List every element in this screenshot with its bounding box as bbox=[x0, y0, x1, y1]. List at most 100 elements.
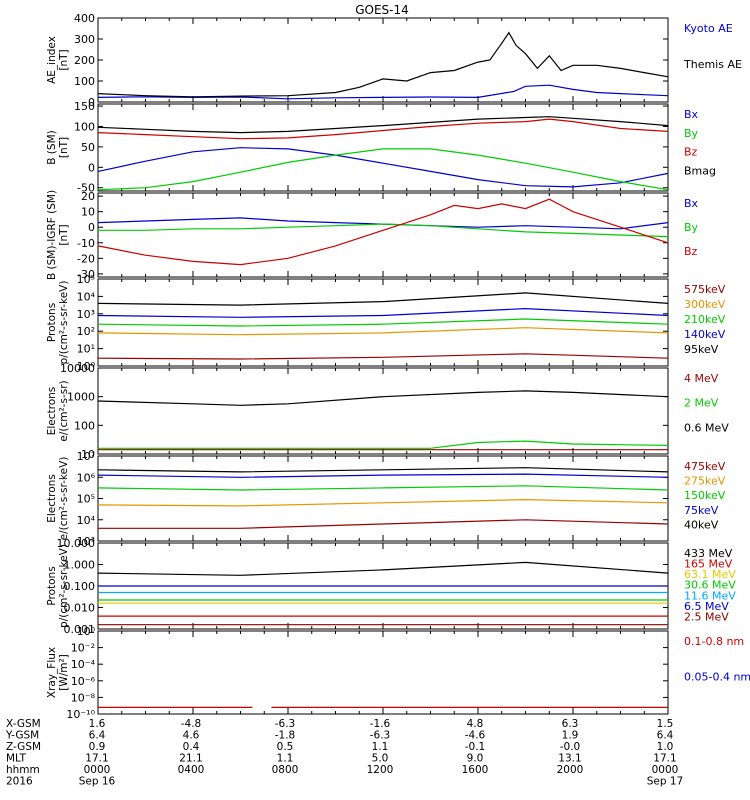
series-line-575kev bbox=[97, 353, 669, 360]
panel-bsm: -50 0 50 100 150 B (SM) [nT] Bx By Bz Bmag bbox=[46, 100, 716, 195]
x-axis-value: -4.8 bbox=[181, 718, 202, 730]
y-tick-label: 10² bbox=[77, 325, 95, 338]
y-tick-label: 0 bbox=[88, 161, 95, 174]
x-axis-value: -0.1 bbox=[465, 741, 486, 753]
series-line-95kev bbox=[97, 292, 669, 306]
x-axis-value: 4.6 bbox=[183, 730, 200, 742]
series-line-140kev bbox=[97, 307, 669, 318]
x-axis-value: 6.4 bbox=[89, 730, 106, 742]
legend-label: 63.1 MeV bbox=[684, 568, 736, 581]
series-line-by bbox=[98, 223, 669, 238]
x-axis-value: 0800 bbox=[272, 764, 299, 776]
x-axis-row-label: 2016 bbox=[6, 776, 33, 788]
x-axis-value: 0400 bbox=[178, 764, 205, 776]
y-tick-label: 10⁻⁴ bbox=[71, 658, 96, 671]
y-tick-label: 0.010 bbox=[64, 602, 96, 615]
series-line-by bbox=[97, 148, 669, 191]
y-axis-label: Protons bbox=[46, 303, 58, 342]
y-tick-label: 10⁰ bbox=[77, 360, 96, 373]
legend-label: 0.6 MeV bbox=[684, 421, 729, 434]
x-axis-value: 1.1 bbox=[372, 741, 389, 753]
x-axis-value: 2000 bbox=[557, 764, 584, 776]
y-tick-label: 10000 bbox=[60, 362, 95, 375]
x-axis-value: 13.1 bbox=[558, 753, 581, 765]
legend-label: By bbox=[684, 221, 699, 234]
y-axis-label: Protons bbox=[46, 566, 58, 605]
panel-xray: 10⁻¹⁰ 10⁻⁸ 10⁻⁶ 10⁻⁴ 10⁻² 10⁰ Xray_Flux [W/m²] 0… bbox=[46, 625, 750, 721]
legend-label: Bx bbox=[684, 108, 699, 121]
series-line-75kev bbox=[97, 473, 669, 478]
legend-label: 0.05-0.4 nm bbox=[684, 671, 750, 684]
x-axis-value: 17.1 bbox=[653, 753, 676, 765]
legend-label: Bmag bbox=[684, 164, 716, 177]
legend-label: 140keV bbox=[684, 328, 726, 341]
y-axis-label: p/(cm²-s-sr-keV) bbox=[58, 544, 70, 628]
x-axis-value: 1.6 bbox=[89, 718, 106, 730]
legend-label: 433 MeV bbox=[684, 547, 733, 560]
x-axis-row-label: Y-GSM bbox=[5, 730, 39, 742]
legend-label: 40keV bbox=[684, 518, 719, 531]
y-tick-label: 10⁻¹⁰ bbox=[66, 708, 95, 721]
legend-label: 300keV bbox=[684, 298, 726, 311]
series-line-275kev bbox=[97, 498, 669, 507]
y-tick-label: 1000 bbox=[67, 391, 95, 404]
y-tick-label: 300 bbox=[74, 33, 95, 46]
y-tick-label: 100 bbox=[74, 75, 95, 88]
panel-ae: 0 100 200 300 400 AE_index [nT] Kyoto AE Themis … bbox=[46, 12, 742, 109]
x-axis-value: Sep 16 bbox=[79, 776, 116, 788]
series-line-300kev bbox=[97, 327, 669, 336]
y-axis-label: Xray_Flux bbox=[46, 647, 58, 698]
x-axis-value: 0000 bbox=[652, 764, 679, 776]
series-line-bz bbox=[97, 198, 669, 266]
y-tick-label: 10⁰ bbox=[77, 625, 96, 638]
x-axis-value: 0000 bbox=[84, 764, 111, 776]
y-tick-label: 10⁴ bbox=[77, 514, 96, 527]
y-axis-label: [W/m²] bbox=[58, 654, 70, 691]
legend-label: 4 MeV bbox=[684, 372, 719, 385]
legend-label: Bz bbox=[684, 245, 698, 258]
y-tick-label: 10⁻⁸ bbox=[71, 691, 96, 704]
legend-label: Bx bbox=[684, 197, 699, 210]
legend-label: Themis AE bbox=[683, 58, 742, 71]
legend-label: 210keV bbox=[684, 313, 726, 326]
y-axis-label: e/(cm²-s-sr) bbox=[58, 380, 70, 441]
y-axis-label: e/(cm²-s-sr-keV) bbox=[58, 457, 70, 541]
legend-label: 165 MeV bbox=[684, 558, 733, 571]
y-tick-label: 10⁷ bbox=[77, 450, 95, 463]
x-axis-value: -4.6 bbox=[465, 730, 486, 742]
y-tick-label: 150 bbox=[74, 100, 95, 113]
series-line-kyoto-ae bbox=[97, 84, 669, 100]
y-tick-label: 10.000 bbox=[57, 537, 96, 550]
series-line-2-mev bbox=[98, 440, 669, 449]
legend-label: Kyoto AE bbox=[684, 22, 733, 35]
x-axis-value: Sep 17 bbox=[647, 776, 684, 788]
series-line-themis-ae bbox=[97, 31, 669, 98]
x-axis-value: 4.8 bbox=[467, 718, 484, 730]
y-axis-label: Electrons bbox=[46, 387, 58, 436]
x-axis-value: -6.3 bbox=[370, 730, 391, 742]
y-tick-label: 50 bbox=[81, 141, 95, 154]
x-axis-table: X-GSM 1.6 -4.8 -6.3 -1.6 4.8 6.3 1.5Y-GSM 6.4 4.6… bbox=[5, 718, 683, 788]
y-tick-label: 10⁵ bbox=[77, 273, 95, 286]
legend-label: 150keV bbox=[684, 489, 726, 502]
y-axis-label: [nT] bbox=[58, 224, 70, 245]
x-axis-value: 1200 bbox=[367, 764, 394, 776]
y-tick-label: 10³ bbox=[77, 535, 95, 548]
y-axis-label: Electrons bbox=[46, 474, 58, 523]
x-axis-value: 6.4 bbox=[657, 730, 674, 742]
legend-label: 275keV bbox=[684, 475, 726, 488]
x-axis-value: 1.0 bbox=[657, 741, 674, 753]
x-axis-row-label: Z-GSM bbox=[6, 741, 41, 753]
series-line-40kev bbox=[97, 467, 669, 473]
series-line-bx bbox=[97, 147, 669, 188]
legend-label: 2 MeV bbox=[684, 397, 719, 410]
legend-label: 2.5 MeV bbox=[684, 610, 729, 623]
series-line-bmag bbox=[97, 116, 669, 134]
panel-protons_mev: 0.001 0.010 0.100 1.000 10.000 Protons p/(cm²-… bbox=[46, 537, 736, 636]
panel-bigrf: -30 -20 -10 0 10 20 B (SM)-IGRF (SM) [nT] Bx By Bz bbox=[46, 190, 699, 281]
x-axis-value: 1.1 bbox=[277, 753, 294, 765]
y-tick-label: 10⁻⁶ bbox=[71, 675, 96, 688]
x-axis-value: 17.1 bbox=[85, 753, 108, 765]
